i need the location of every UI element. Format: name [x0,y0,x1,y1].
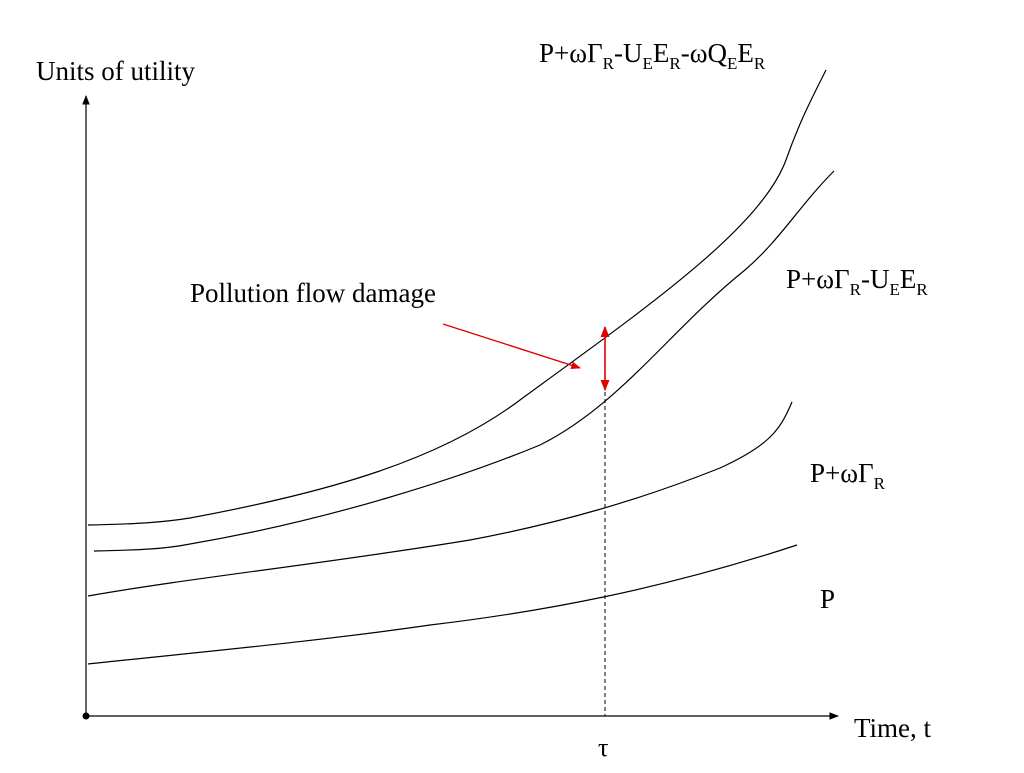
curve-second [93,170,835,552]
curve-bottom [87,544,798,665]
x-axis-label: Time, t [854,713,932,743]
pollution-flow-damage-label: Pollution flow damage [190,278,436,308]
curve-top [87,69,827,526]
curve-third [87,401,793,597]
label-top-curve: P+ωΓR-UEER-ωQEER [539,38,766,73]
annotation-pointer-arrow [442,323,581,370]
y-axis-label: Units of utility [36,56,196,86]
tau-label: τ [598,733,608,762]
label-second-curve: P+ωΓR-UEER [786,264,928,299]
label-bottom-curve: P [820,584,835,614]
label-third-curve: P+ωΓR [810,458,886,493]
origin-dot [82,712,90,720]
